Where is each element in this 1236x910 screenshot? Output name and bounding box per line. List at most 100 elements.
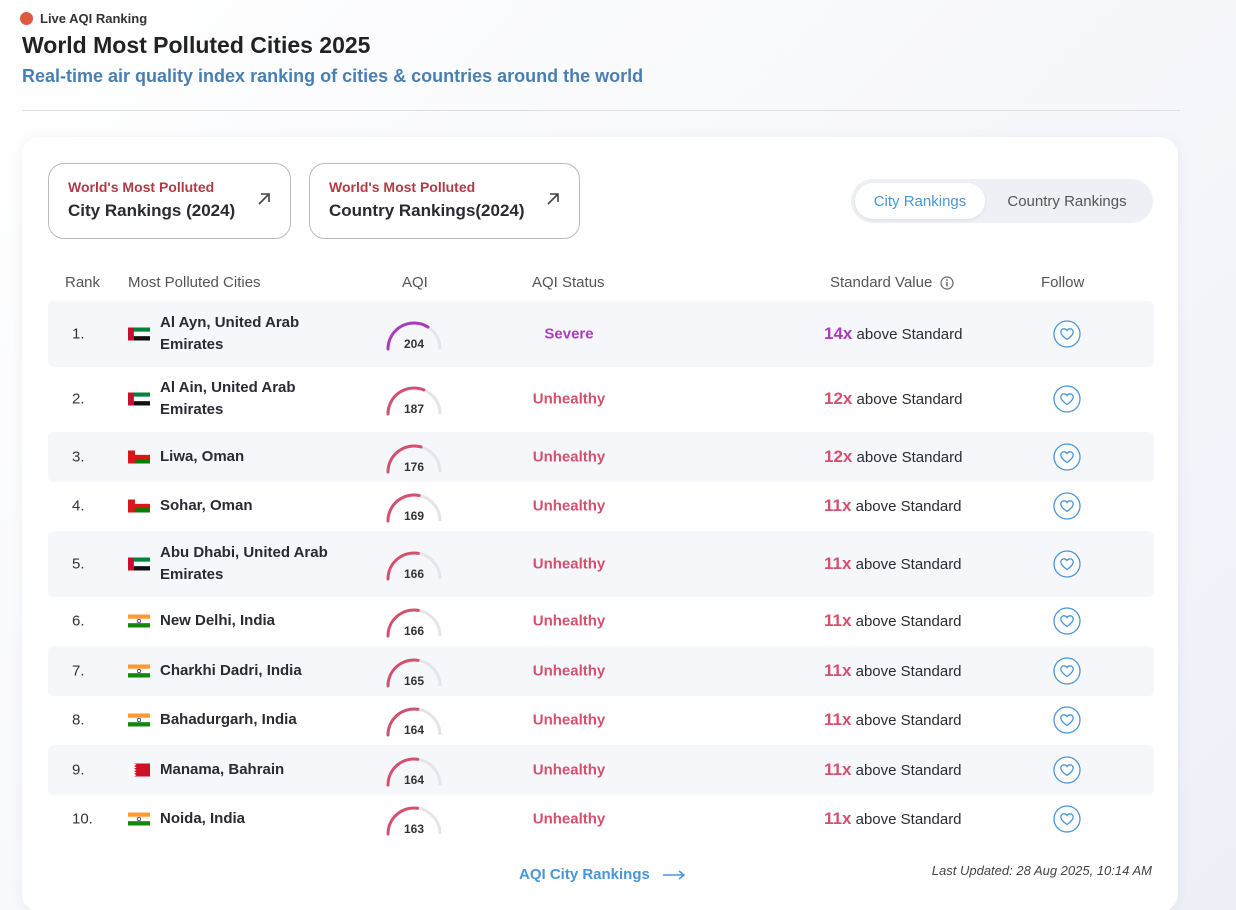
aqi-status: Unhealthy bbox=[532, 761, 606, 779]
standard-value: 11x above Standard bbox=[824, 496, 962, 516]
aqi-status: Unhealthy bbox=[532, 612, 606, 630]
heart-icon[interactable] bbox=[1053, 443, 1081, 471]
standard-value: 11x above Standard bbox=[824, 710, 962, 730]
heart-icon[interactable] bbox=[1053, 607, 1081, 635]
link-bottom-label: Country Rankings(2024) bbox=[329, 201, 525, 220]
aqi-gauge-icon bbox=[386, 707, 442, 737]
city-name[interactable]: Al Ayn, United Arab Emirates bbox=[160, 314, 300, 353]
rank-number: 9. bbox=[72, 761, 85, 779]
aqi-status: Unhealthy bbox=[532, 662, 606, 680]
rank-number: 8. bbox=[72, 711, 85, 729]
heart-icon[interactable] bbox=[1053, 805, 1081, 833]
city-name[interactable]: Manama, Bahrain bbox=[160, 761, 285, 778]
bahrain-flag-icon bbox=[128, 763, 150, 777]
aqi-value: 166 bbox=[403, 567, 425, 581]
aqi-gauge: 163 bbox=[385, 804, 445, 836]
city-name[interactable]: Al Ain, United Arab Emirates bbox=[160, 379, 296, 418]
aqi-gauge: 166 bbox=[385, 606, 445, 638]
uae-flag-icon bbox=[128, 392, 151, 406]
country-rankings-2024-link[interactable]: World's Most Polluted Country Rankings(2… bbox=[309, 163, 580, 239]
rank-number: 1. bbox=[72, 325, 85, 343]
city-name[interactable]: Charkhi Dadri, India bbox=[160, 662, 302, 679]
tab-city-rankings[interactable]: City Rankings bbox=[855, 183, 985, 219]
standard-suffix: above Standard bbox=[855, 762, 962, 779]
rank-number: 3. bbox=[72, 448, 85, 466]
uae-flag-icon bbox=[128, 557, 151, 571]
standard-multiplier: 11x bbox=[824, 496, 852, 515]
aqi-gauge-icon bbox=[386, 806, 442, 836]
header-status: AQI Status bbox=[532, 274, 605, 291]
standard-value: 11x above Standard bbox=[824, 611, 962, 631]
standard-multiplier: 11x bbox=[824, 554, 852, 573]
table-row[interactable]: 5. Abu Dhabi, United Arab Emirates 166 Unhe… bbox=[48, 531, 1154, 597]
aqi-value: 187 bbox=[403, 402, 425, 416]
rank-number: 2. bbox=[72, 390, 85, 408]
standard-multiplier: 12x bbox=[824, 447, 853, 466]
aqi-gauge: 164 bbox=[385, 705, 445, 737]
standard-value: 11x above Standard bbox=[824, 554, 962, 574]
aqi-status: Unhealthy bbox=[532, 448, 606, 466]
table-row[interactable]: 6. New Delhi, India 166 Unhealthy 11x above … bbox=[48, 596, 1154, 646]
tab-country-rankings[interactable]: Country Rankings bbox=[1007, 192, 1127, 210]
aqi-city-rankings-link[interactable]: AQI City Rankings bbox=[519, 866, 686, 883]
heart-icon[interactable] bbox=[1053, 492, 1081, 520]
city-name[interactable]: Abu Dhabi, United Arab Emirates bbox=[160, 544, 328, 583]
aqi-gauge-icon bbox=[386, 551, 442, 581]
table-row[interactable]: 1. Al Ayn, United Arab Emirates 204 Severe 1… bbox=[48, 301, 1154, 367]
india-flag-icon bbox=[128, 713, 150, 727]
standard-value: 11x above Standard bbox=[824, 809, 962, 829]
aqi-gauge-icon bbox=[386, 493, 442, 523]
rank-number: 6. bbox=[72, 612, 85, 630]
standard-suffix: above Standard bbox=[856, 449, 963, 466]
aqi-gauge-icon bbox=[386, 386, 442, 416]
table-row[interactable]: 3. Liwa, Oman 176 Unhealthy 12x above Standa… bbox=[48, 432, 1154, 482]
table-row[interactable]: 8. Bahadurgarh, India 164 Unhealthy 11x abov… bbox=[48, 695, 1154, 745]
heart-icon[interactable] bbox=[1053, 706, 1081, 734]
standard-multiplier: 11x bbox=[824, 809, 852, 828]
india-flag-icon bbox=[128, 614, 150, 628]
standard-multiplier: 14x bbox=[824, 324, 853, 343]
aqi-value: 164 bbox=[403, 723, 425, 737]
info-icon[interactable] bbox=[940, 275, 954, 290]
oman-flag-icon bbox=[128, 450, 150, 464]
header-divider bbox=[22, 110, 1180, 111]
table-row[interactable]: 4. Sohar, Oman 169 Unhealthy 11x above Stand… bbox=[48, 481, 1154, 531]
table-row[interactable]: 9. Manama, Bahrain 164 Unhealthy 11x above S… bbox=[48, 745, 1154, 795]
city-name[interactable]: Noida, India bbox=[160, 810, 246, 827]
india-flag-icon bbox=[128, 664, 150, 678]
standard-multiplier: 11x bbox=[824, 661, 852, 680]
aqi-status: Unhealthy bbox=[532, 497, 606, 515]
header-follow: Follow bbox=[1041, 274, 1085, 291]
arrow-right-icon bbox=[662, 869, 686, 880]
heart-icon[interactable] bbox=[1053, 320, 1081, 348]
heart-icon[interactable] bbox=[1053, 657, 1081, 685]
standard-suffix: above Standard bbox=[855, 613, 962, 630]
page-title: World Most Polluted Cities 2025 bbox=[22, 32, 371, 58]
rank-number: 7. bbox=[72, 662, 85, 680]
city-name[interactable]: New Delhi, India bbox=[160, 612, 276, 629]
city-rankings-2024-link[interactable]: World's Most Polluted City Rankings (202… bbox=[48, 163, 291, 239]
heart-icon[interactable] bbox=[1053, 756, 1081, 784]
standard-value: 11x above Standard bbox=[824, 661, 962, 681]
rank-number: 10. bbox=[72, 810, 93, 828]
aqi-value: 176 bbox=[403, 460, 425, 474]
aqi-gauge-icon bbox=[386, 444, 442, 474]
standard-value: 12x above Standard bbox=[824, 447, 962, 467]
city-name[interactable]: Liwa, Oman bbox=[160, 448, 245, 465]
aqi-gauge-icon bbox=[386, 658, 442, 688]
standard-multiplier: 11x bbox=[824, 760, 852, 779]
oman-flag-icon bbox=[128, 499, 150, 513]
arrow-up-right-icon bbox=[258, 193, 270, 205]
standard-suffix: above Standard bbox=[855, 811, 962, 828]
table-row[interactable]: 2. Al Ain, United Arab Emirates 187 Unhealt… bbox=[48, 366, 1154, 432]
table-row[interactable]: 10. Noida, India 163 Unhealthy 11x above Sta… bbox=[48, 794, 1154, 844]
table-row[interactable]: 7. Charkhi Dadri, India 165 Unhealthy 11x ab… bbox=[48, 646, 1154, 696]
aqi-value: 169 bbox=[403, 509, 425, 523]
heart-icon[interactable] bbox=[1053, 385, 1081, 413]
city-name[interactable]: Bahadurgarh, India bbox=[160, 711, 297, 728]
heart-icon[interactable] bbox=[1053, 550, 1081, 578]
city-name[interactable]: Sohar, Oman bbox=[160, 497, 253, 514]
link-top-label: World's Most Polluted bbox=[68, 179, 215, 195]
aqi-gauge: 166 bbox=[385, 549, 445, 581]
standard-multiplier: 11x bbox=[824, 710, 852, 729]
